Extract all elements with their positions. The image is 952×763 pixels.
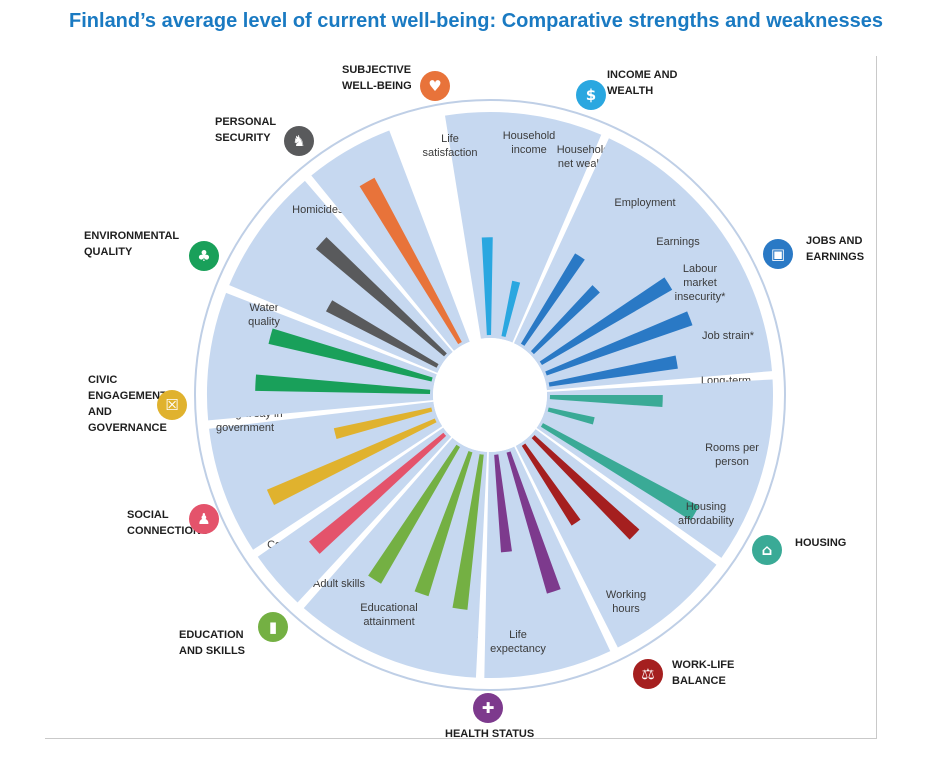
indicator-label: Labour market insecurity*: [675, 263, 726, 303]
category-label: SOCIAL CONNECTIONS: [127, 509, 209, 537]
indicator-bar: [325, 300, 439, 368]
house-icon: ⌂: [752, 535, 782, 565]
indicator-bar: [506, 451, 561, 594]
indicator-bar: [266, 418, 437, 506]
category-wedge: [444, 112, 602, 343]
people-icon: ♟: [189, 504, 219, 534]
ballot-icon: ☒: [157, 390, 187, 420]
indicator-bar: [548, 355, 678, 387]
scales-icon: ⚖: [633, 659, 663, 689]
indicator-bar: [308, 432, 447, 554]
book-icon: ▮: [258, 612, 288, 642]
indicator-bar: [255, 374, 431, 394]
center-circle: [433, 338, 547, 452]
indicator-bar: [547, 407, 595, 425]
indicator-bar: [540, 423, 700, 521]
indicator-label: Homicides*: [292, 204, 348, 216]
indicator-bar: [520, 253, 585, 346]
indicator-label: Employment: [614, 197, 675, 209]
plus-icon: ✚: [473, 693, 503, 723]
indicator-label: Job strain*: [702, 330, 755, 342]
briefcase-icon: ▣: [763, 239, 793, 269]
indicator-bar: [539, 277, 673, 365]
indicator-label: Life expectancy: [490, 629, 546, 655]
category-wedge: [515, 429, 717, 648]
indicator-bar: [414, 451, 473, 597]
category-label: SUBJECTIVE WELL-BEING: [342, 64, 412, 92]
indicator-bar: [521, 443, 581, 526]
indicator-label: Working hours: [606, 589, 646, 615]
category-label: JOBS AND EARNINGS: [806, 235, 865, 263]
heart-icon: ♥: [420, 71, 450, 101]
indicator-label: Rooms per person: [705, 442, 759, 468]
indicator-bar: [545, 311, 693, 376]
indicator-bar: [494, 454, 512, 553]
indicator-label: Adult skills: [313, 578, 365, 590]
indicator-bar: [333, 407, 433, 440]
runner-icon: ♞: [284, 126, 314, 156]
indicator-label: Earnings: [656, 236, 700, 248]
tree-icon: ♣: [189, 241, 219, 271]
indicator-label: Educational attainment: [360, 602, 418, 628]
category-label: HOUSING: [795, 537, 847, 549]
indicator-label: Water quality: [248, 302, 280, 328]
indicator-label: Household net wealth: [557, 144, 610, 170]
indicator-bar: [530, 285, 600, 355]
indicator-bar: [315, 237, 447, 357]
category-label: ENVIRONMENTAL QUALITY: [84, 230, 180, 258]
indicator-bar: [359, 177, 462, 345]
category-label: WORK-LIFE BALANCE: [672, 659, 735, 687]
indicator-bar: [268, 328, 433, 382]
indicator-bar: [368, 444, 460, 584]
frame-right-border: [876, 56, 877, 738]
category-wedge: [536, 379, 773, 558]
category-label: HEALTH STATUS: [445, 728, 535, 740]
category-label: EDUCATION AND SKILLS: [179, 629, 245, 657]
chart-title: Finland’s average level of current well-…: [69, 10, 883, 32]
indicator-bar: [481, 237, 493, 336]
indicator-bar: [452, 454, 484, 610]
indicator-label: Household income: [503, 130, 556, 156]
indicator-bar: [501, 280, 521, 338]
category-label: PERSONAL SECURITY: [215, 116, 277, 144]
frame-bottom-border: [45, 738, 877, 739]
category-label: CIVIC ENGAGEMENT AND GOVERNANCE: [88, 374, 167, 434]
indicator-label: Life satisfaction: [422, 133, 477, 159]
indicator-label: Housing affordability: [678, 501, 735, 527]
money-icon: $: [576, 80, 606, 110]
category-wedge: [229, 180, 453, 373]
indicator-bar: [549, 395, 663, 408]
category-label: INCOME AND WEALTH: [607, 69, 678, 97]
indicator-bar: [531, 435, 640, 540]
category-wedge: [513, 138, 772, 391]
